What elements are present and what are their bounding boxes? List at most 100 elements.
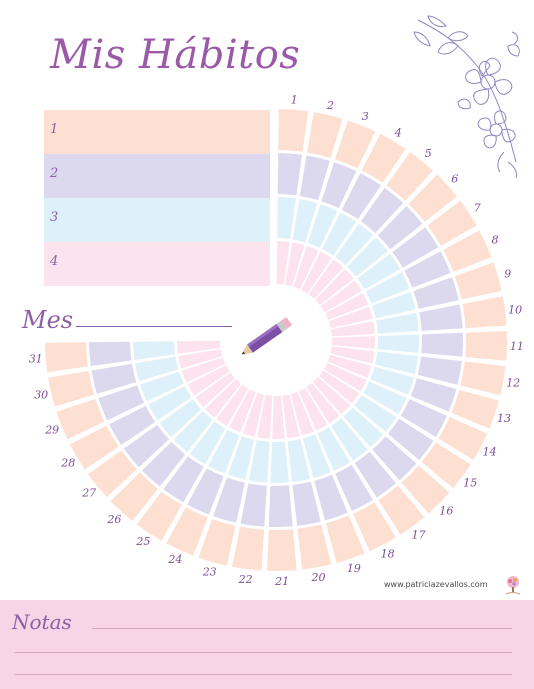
habit-cell[interactable]	[98, 385, 145, 421]
habit-cell[interactable]	[320, 280, 362, 313]
habit-cell[interactable]	[451, 389, 499, 429]
month-input-line[interactable]	[76, 326, 232, 327]
habit-cell[interactable]	[213, 477, 245, 523]
habit-cell[interactable]	[299, 155, 330, 201]
habit-cell[interactable]	[327, 354, 372, 378]
habit-cell[interactable]	[370, 366, 414, 395]
habit-cell[interactable]	[177, 340, 221, 354]
habit-cell[interactable]	[378, 485, 425, 535]
habit-cell[interactable]	[173, 411, 213, 453]
habit-cell[interactable]	[298, 387, 328, 431]
habit-cell[interactable]	[166, 507, 208, 556]
website-link[interactable]: www.patriciazevallos.com	[384, 580, 488, 589]
habit-cell[interactable]	[419, 304, 463, 331]
habit-cell[interactable]	[109, 405, 156, 445]
habit-cell[interactable]	[460, 361, 506, 396]
habit-cell[interactable]	[335, 120, 376, 169]
habit-cell[interactable]	[270, 441, 289, 483]
habit-cell[interactable]	[159, 399, 202, 438]
habit-cell[interactable]	[353, 502, 396, 552]
habit-cell[interactable]	[372, 436, 417, 481]
habit-cell[interactable]	[278, 109, 309, 152]
habit-cell[interactable]	[308, 259, 344, 299]
habit-cell[interactable]	[465, 331, 508, 361]
habit-cell[interactable]	[421, 332, 463, 357]
habit-cell[interactable]	[314, 474, 348, 521]
habit-cell[interactable]	[443, 230, 492, 272]
habit-cell[interactable]	[277, 197, 296, 239]
habit-cell[interactable]	[148, 386, 192, 421]
habit-cell[interactable]	[268, 485, 293, 527]
habit-cell[interactable]	[307, 204, 338, 248]
habit-cell[interactable]	[330, 321, 375, 337]
habit-cell[interactable]	[357, 253, 401, 290]
habit-cell[interactable]	[404, 251, 451, 288]
habit-cell[interactable]	[290, 391, 314, 436]
habit-cell[interactable]	[257, 394, 273, 439]
habit-cell[interactable]	[292, 481, 321, 526]
habit-cell[interactable]	[198, 518, 236, 566]
habit-cell[interactable]	[123, 424, 169, 468]
habit-cell[interactable]	[462, 296, 507, 329]
habit-cell[interactable]	[454, 262, 502, 300]
habit-cell[interactable]	[341, 173, 381, 220]
habit-cell[interactable]	[387, 418, 434, 461]
habit-cell[interactable]	[377, 334, 419, 353]
note-line[interactable]	[14, 674, 512, 675]
habit-cell[interactable]	[408, 174, 457, 222]
note-line[interactable]	[14, 652, 512, 653]
habit-cell[interactable]	[89, 341, 132, 367]
habit-cell[interactable]	[232, 526, 265, 571]
habit-cell[interactable]	[413, 277, 459, 309]
habit-cell[interactable]	[386, 152, 434, 201]
habit-row-3[interactable]: 3	[44, 198, 270, 242]
habit-cell[interactable]	[45, 342, 88, 373]
habit-cell[interactable]	[354, 451, 397, 498]
habit-cell[interactable]	[401, 465, 450, 514]
habit-cell[interactable]	[322, 212, 357, 256]
habit-cell[interactable]	[318, 370, 360, 404]
habit-cell[interactable]	[181, 357, 226, 383]
habit-row-1[interactable]: 1	[44, 110, 270, 154]
habit-cell[interactable]	[208, 429, 240, 474]
habit-cell[interactable]	[140, 371, 184, 402]
habit-row-2[interactable]: 2	[44, 154, 270, 198]
habit-cell[interactable]	[277, 153, 303, 196]
habit-cell[interactable]	[195, 372, 235, 408]
habit-cell[interactable]	[292, 198, 318, 243]
habit-cell[interactable]	[330, 346, 375, 364]
habit-cell[interactable]	[287, 439, 311, 483]
habit-cell[interactable]	[216, 384, 249, 426]
habit-cell[interactable]	[376, 312, 419, 334]
habit-cell[interactable]	[328, 306, 373, 329]
habit-cell[interactable]	[133, 341, 175, 360]
habit-cell[interactable]	[163, 456, 204, 503]
habit-cell[interactable]	[400, 399, 447, 437]
habit-cell[interactable]	[315, 269, 354, 306]
habit-cell[interactable]	[343, 407, 384, 448]
habit-cell[interactable]	[285, 242, 305, 287]
habit-cell[interactable]	[375, 351, 419, 375]
habit-cell[interactable]	[276, 241, 290, 285]
habit-cell[interactable]	[331, 336, 376, 349]
habit-cell[interactable]	[330, 418, 368, 461]
habit-cell[interactable]	[267, 529, 297, 572]
habit-cell[interactable]	[365, 272, 410, 304]
habit-cell[interactable]	[282, 394, 300, 439]
habit-cell[interactable]	[301, 251, 332, 294]
habit-cell[interactable]	[325, 293, 369, 320]
habit-cell[interactable]	[178, 349, 223, 369]
habit-cell[interactable]	[372, 291, 416, 319]
habit-cell[interactable]	[335, 223, 374, 266]
habit-row-4[interactable]: 4	[44, 242, 270, 286]
habit-cell[interactable]	[312, 376, 351, 415]
habit-cell[interactable]	[205, 379, 242, 418]
habit-cell[interactable]	[110, 472, 158, 521]
habit-cell[interactable]	[297, 524, 332, 570]
habit-cell[interactable]	[240, 483, 267, 527]
habit-cell[interactable]	[361, 133, 406, 183]
habit-cell[interactable]	[91, 363, 137, 394]
habit-cell[interactable]	[248, 440, 270, 483]
habit-cell[interactable]	[306, 382, 340, 424]
habit-cell[interactable]	[377, 206, 423, 250]
